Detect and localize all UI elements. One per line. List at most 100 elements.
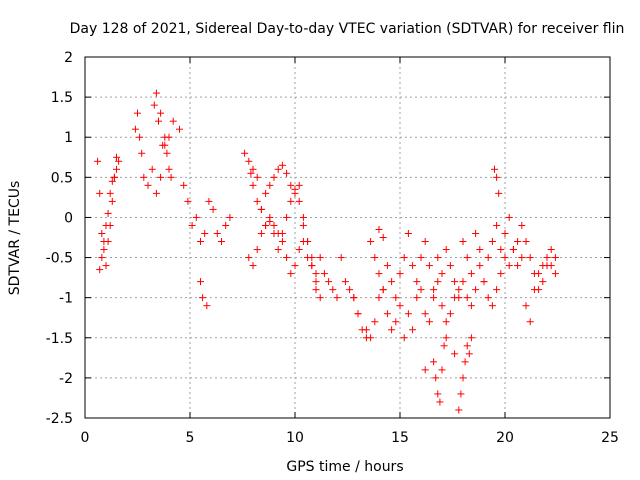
data-point <box>270 173 278 181</box>
data-point <box>184 197 192 205</box>
data-point <box>148 165 156 173</box>
data-point <box>253 246 261 254</box>
data-point <box>257 229 265 237</box>
data-point <box>106 189 114 197</box>
data-point <box>522 302 530 310</box>
data-point <box>283 169 291 177</box>
data-point <box>436 398 444 406</box>
data-point <box>425 262 433 270</box>
data-point <box>539 278 547 286</box>
data-point <box>438 302 446 310</box>
y-tick-label: -1 <box>59 291 73 307</box>
data-point <box>287 181 295 189</box>
data-point <box>522 238 530 246</box>
data-point <box>136 133 144 141</box>
data-point <box>100 246 108 254</box>
data-point <box>291 185 299 193</box>
data-point <box>134 109 141 117</box>
data-point <box>180 181 188 189</box>
data-point <box>446 262 454 270</box>
data-point <box>333 294 341 302</box>
data-point <box>505 213 513 221</box>
data-point <box>257 205 265 213</box>
data-point <box>465 350 473 358</box>
data-point <box>535 270 543 278</box>
data-point <box>388 278 396 286</box>
data-point <box>467 270 475 278</box>
data-point <box>312 270 320 278</box>
data-point <box>270 221 278 229</box>
data-point <box>165 165 173 173</box>
data-point <box>346 286 354 294</box>
data-point <box>115 157 123 165</box>
data-point <box>262 189 270 197</box>
data-point <box>451 278 459 286</box>
data-point <box>463 342 471 350</box>
data-point <box>463 254 471 262</box>
data-point <box>249 181 257 189</box>
data-point <box>96 266 104 274</box>
data-point <box>367 334 375 342</box>
data-point <box>518 221 526 229</box>
data-point <box>371 254 379 262</box>
y-tick-label: 0 <box>64 210 73 226</box>
data-point <box>295 197 303 205</box>
data-point <box>457 390 465 398</box>
data-point <box>98 254 106 262</box>
data-point <box>138 149 146 157</box>
data-point <box>312 278 320 286</box>
data-point <box>113 153 120 161</box>
data-point <box>274 165 282 173</box>
data-point <box>104 209 112 217</box>
data-point <box>551 254 559 262</box>
data-point <box>392 318 400 326</box>
data-point <box>304 254 312 262</box>
data-point <box>392 294 400 302</box>
data-point <box>245 254 253 262</box>
data-point <box>455 286 463 294</box>
data-point <box>266 181 274 189</box>
y-tick-label: -2 <box>59 371 73 387</box>
data-point <box>434 278 442 286</box>
data-point <box>295 181 303 189</box>
data-point <box>354 310 362 318</box>
data-point <box>551 270 559 278</box>
data-point <box>226 213 234 221</box>
data-point <box>249 165 257 173</box>
data-point <box>245 157 253 165</box>
chart-title: Day 128 of 2021, Sidereal Day-to-day VTE… <box>70 21 625 37</box>
data-point <box>278 238 286 246</box>
data-point <box>476 246 484 254</box>
data-point <box>197 238 204 246</box>
data-point <box>396 270 404 278</box>
data-point <box>509 246 517 254</box>
data-point <box>379 234 387 241</box>
x-tick-label: 15 <box>391 430 409 446</box>
data-point <box>404 229 412 237</box>
data-point <box>253 173 261 181</box>
data-point <box>316 294 324 302</box>
data-point <box>514 238 522 246</box>
data-point <box>442 246 450 254</box>
data-point <box>379 286 387 294</box>
y-tick-label: -1.5 <box>46 331 73 347</box>
y-tick-label: -2.5 <box>46 411 73 427</box>
data-point <box>461 358 469 366</box>
data-point <box>459 374 467 382</box>
data-point <box>218 238 225 246</box>
data-point <box>484 254 492 262</box>
data-point <box>312 286 320 294</box>
data-point <box>514 262 522 270</box>
data-point <box>430 358 438 366</box>
data-point <box>463 294 471 302</box>
data-point <box>459 238 467 246</box>
data-point <box>94 157 102 165</box>
data-point <box>152 189 160 197</box>
data-point <box>484 294 492 302</box>
data-point <box>442 334 450 342</box>
data-point <box>543 254 551 262</box>
data-point <box>362 326 370 334</box>
data-point <box>325 278 333 286</box>
data-point <box>266 217 274 225</box>
